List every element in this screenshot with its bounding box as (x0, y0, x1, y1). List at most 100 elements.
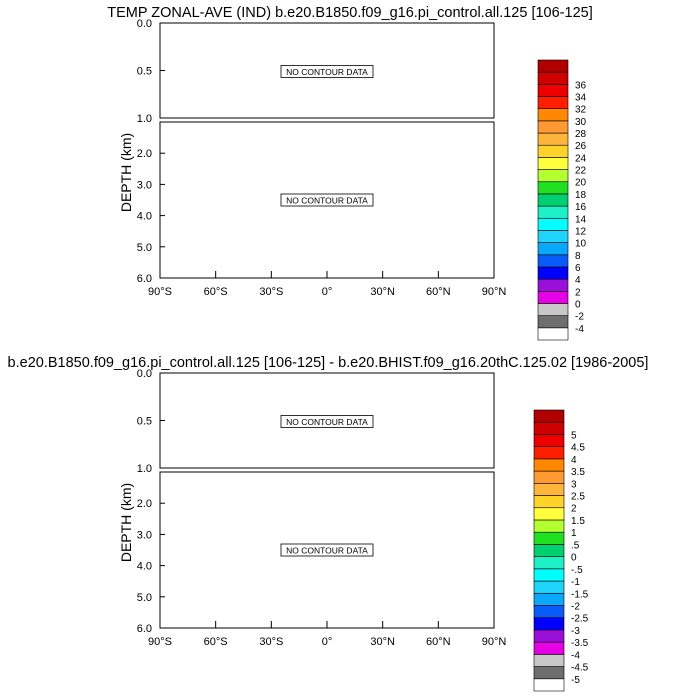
y-tick-label: 6.0 (137, 273, 152, 285)
colorbar-swatch (537, 254, 569, 268)
colorbar-label: 8 (575, 251, 581, 262)
x-tick-label: 30°N (370, 286, 395, 298)
colorbar-swatch (533, 654, 565, 667)
colorbar-label: 18 (575, 190, 587, 201)
colorbar-label: 14 (575, 214, 587, 225)
colorbar-label: 28 (575, 129, 587, 140)
colorbar-label: 10 (575, 239, 587, 250)
y-tick-label: 2.0 (137, 498, 152, 510)
colorbar-swatch (537, 181, 569, 195)
colorbar-label: 12 (575, 226, 587, 237)
colorbar-label: 26 (575, 141, 587, 152)
no-data-message: NO CONTOUR DATA (286, 417, 368, 427)
colorbar-swatch (537, 278, 569, 292)
colorbar-swatch (533, 580, 565, 594)
colorbar-label: 6 (575, 263, 581, 274)
colorbar-label: .5 (571, 540, 580, 551)
x-tick-label: 30°N (370, 636, 395, 648)
y-tick-label: 4.0 (137, 211, 152, 223)
colorbar-label: -2 (571, 601, 580, 612)
colorbar-label: -4.5 (571, 663, 589, 674)
colorbar-label: 0 (575, 299, 581, 310)
colorbar-swatch (533, 519, 565, 533)
x-tick-label: 60°N (426, 286, 451, 298)
colorbar-swatch (533, 666, 565, 680)
y-tick-label: 6.0 (137, 623, 152, 635)
colorbar-label: -3 (571, 626, 580, 637)
colorbar-label: 22 (575, 166, 587, 177)
colorbar-swatch (533, 592, 565, 606)
y-tick-label: 5.0 (137, 592, 152, 604)
no-data-box (280, 65, 374, 78)
colorbar-label: -5 (571, 675, 580, 686)
y-tick-label: 3.0 (137, 179, 152, 191)
y-tick-label: 4.0 (137, 561, 152, 573)
colorbar-swatch (533, 556, 565, 570)
x-tick-label: 30°S (259, 636, 283, 648)
colorbar-label: 2 (575, 287, 581, 298)
x-tick-label: 0° (322, 286, 333, 298)
colorbar-swatch (537, 169, 569, 183)
colorbar-swatch (537, 71, 569, 85)
colorbar-swatch (537, 132, 569, 146)
y-tick-label: 0.0 (137, 18, 152, 30)
colorbar-swatch (537, 242, 569, 256)
x-tick-label: 90°N (482, 636, 507, 648)
colorbar-swatch (537, 144, 569, 158)
colorbar-swatch (537, 193, 569, 207)
colorbar-swatch (533, 421, 565, 435)
y-tick-label: 2.0 (137, 148, 152, 160)
colorbar-label: 5 (571, 430, 577, 441)
y-tick-label: 0.0 (137, 368, 152, 380)
y-tick-label: 0.5 (137, 66, 152, 78)
colorbar-label: 4.5 (571, 443, 585, 454)
x-tick-label: 60°S (204, 636, 228, 648)
y-tick-label: 5.0 (137, 242, 152, 254)
colorbar-label: 24 (575, 153, 587, 164)
colorbar-swatch (537, 266, 569, 280)
x-tick-label: 30°S (259, 286, 283, 298)
colorbar-swatch (537, 205, 569, 219)
colorbar-label: -1 (571, 577, 580, 588)
colorbar-label: -2.5 (571, 614, 589, 625)
colorbar-swatch (537, 84, 569, 97)
y-tick-label: 1.0 (137, 113, 152, 125)
y-tick-label: 0.5 (137, 416, 152, 428)
x-tick-label: 0° (322, 636, 333, 648)
colorbar-swatch (533, 470, 565, 484)
colorbar-label: 3 (571, 479, 577, 490)
colorbar-swatch (537, 315, 569, 329)
colorbar-swatch (533, 531, 565, 545)
colorbar-swatch (533, 495, 565, 509)
x-tick-label: 60°N (426, 636, 451, 648)
colorbar-swatch (533, 617, 565, 631)
colorbar-label: 2.5 (571, 492, 585, 503)
no-data-message: NO CONTOUR DATA (286, 196, 368, 206)
colorbar-swatch (533, 446, 565, 460)
colorbar-swatch (537, 303, 569, 316)
colorbar-swatch (537, 120, 569, 134)
y-axis-label: DEPTH (km) (118, 483, 134, 562)
no-data-box (280, 415, 374, 428)
colorbar-label: 16 (575, 202, 587, 213)
y-tick-label: 1.0 (137, 463, 152, 475)
colorbar-swatch (533, 629, 565, 643)
colorbar-swatch (533, 483, 565, 496)
no-data-message: NO CONTOUR DATA (286, 67, 368, 77)
colorbar-label: 4 (571, 455, 577, 466)
colorbar-swatch (533, 641, 565, 655)
colorbar-swatch (537, 327, 569, 341)
colorbar-swatch (537, 157, 569, 170)
colorbar-label: 0 (571, 553, 577, 564)
chart-title: TEMP ZONAL-AVE (IND) b.e20.B1850.f09_g16… (107, 5, 593, 21)
contour-chart: 0.0 0.5 1.0 2.0 3.0 4.0 5.0 6.090°S 60°S 30°S 0° 30… (118, 18, 587, 341)
colorbar-swatch (533, 544, 565, 557)
colorbar-swatch (533, 434, 565, 447)
x-tick-label: 90°S (148, 636, 172, 648)
no-data-box (280, 543, 374, 557)
colorbar-label: -.5 (571, 565, 583, 576)
colorbar-label: 2 (571, 504, 577, 515)
x-tick-label: 90°S (148, 286, 172, 298)
colorbar-label: 3.5 (571, 467, 585, 478)
colorbar-label: 1 (571, 528, 577, 539)
